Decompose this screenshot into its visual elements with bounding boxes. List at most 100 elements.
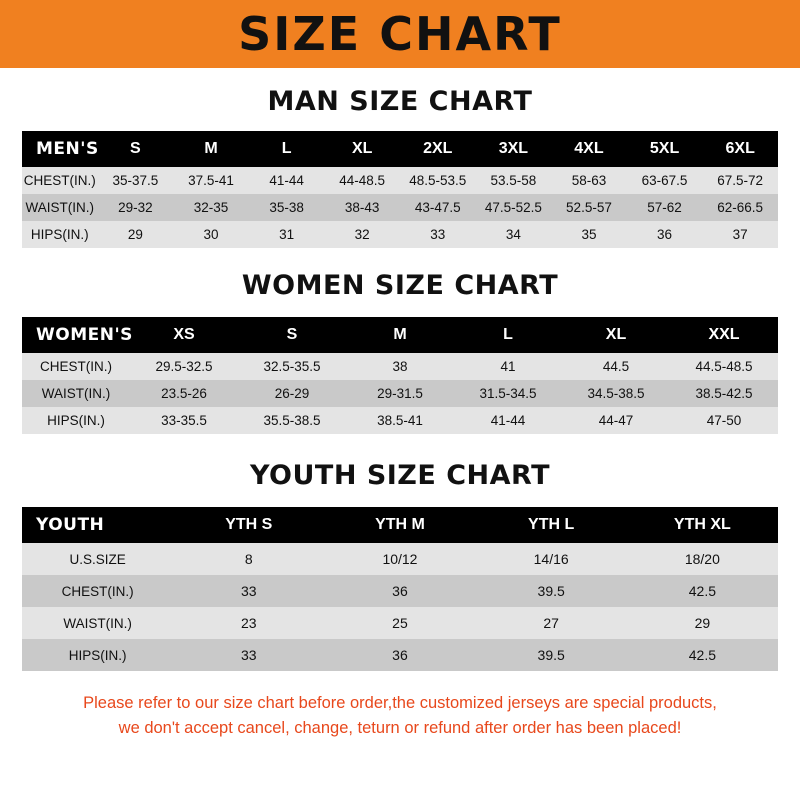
col-header: XS xyxy=(130,317,238,353)
table-man-corner-label: MEN'S xyxy=(22,131,98,167)
cell: 52.5-57 xyxy=(551,194,627,221)
cell: 23.5-26 xyxy=(130,380,238,407)
cell: 34.5-38.5 xyxy=(562,380,670,407)
cell: 41-44 xyxy=(248,167,325,194)
cell: 35.5-38.5 xyxy=(238,407,346,434)
table-women-corner-label: WOMEN'S xyxy=(22,317,132,353)
cell: 30 xyxy=(173,221,249,248)
cell: 58-63 xyxy=(551,167,627,194)
table-youth-size: YOUTH YTH S YTH M YTH L YTH XL U.S.SIZE … xyxy=(22,507,778,671)
col-header: YTH L xyxy=(475,507,627,543)
section-title-women: WOMEN SIZE CHART xyxy=(241,270,559,301)
cell: 33 xyxy=(173,575,325,607)
cell: 43-47.5 xyxy=(399,194,476,221)
cell: 44.5-48.5 xyxy=(670,353,778,380)
col-header: M xyxy=(173,131,249,167)
table-row: WAIST(IN.) 29-32 32-35 35-38 38-43 43-47… xyxy=(22,194,778,221)
cell: 33 xyxy=(173,639,325,671)
table-women-head: WOMEN'S XS S M L XL XXL xyxy=(22,317,778,353)
row-label: U.S.SIZE xyxy=(22,543,174,575)
col-header: 6XL xyxy=(702,131,778,167)
cell: 23 xyxy=(173,607,325,639)
row-label: WAIST(IN.) xyxy=(22,607,174,639)
row-label: HIPS(IN.) xyxy=(22,407,130,434)
row-label: CHEST(IN.) xyxy=(22,167,98,194)
cell: 63-67.5 xyxy=(626,167,703,194)
cell: 32.5-35.5 xyxy=(238,353,346,380)
cell: 38 xyxy=(346,353,454,380)
row-label: WAIST(IN.) xyxy=(22,194,98,221)
col-header: YTH M xyxy=(324,507,476,543)
cell: 32-35 xyxy=(173,194,249,221)
col-header: YTH XL xyxy=(626,507,778,543)
col-header: 5XL xyxy=(626,131,703,167)
cell: 36 xyxy=(626,221,703,248)
table-youth-head: YOUTH YTH S YTH M YTH L YTH XL xyxy=(22,507,778,543)
cell: 31.5-34.5 xyxy=(454,380,562,407)
cell: 35-37.5 xyxy=(97,167,174,194)
cell: 62-66.5 xyxy=(702,194,778,221)
col-header: 3XL xyxy=(475,131,552,167)
table-header-row: WOMEN'S XS S M L XL XXL xyxy=(22,317,778,353)
cell: 41-44 xyxy=(454,407,562,434)
cell: 25 xyxy=(324,607,476,639)
cell: 44-48.5 xyxy=(324,167,400,194)
table-youth-corner-label: YOUTH xyxy=(22,507,174,543)
col-header: 2XL xyxy=(399,131,476,167)
cell: 33-35.5 xyxy=(130,407,238,434)
cell: 47.5-52.5 xyxy=(475,194,552,221)
table-row: HIPS(IN.) 33 36 39.5 42.5 xyxy=(22,639,778,671)
header-bar: SIZE CHART xyxy=(0,0,800,68)
col-header: XL xyxy=(562,317,670,353)
footer-note-line-1: Please refer to our size chart before or… xyxy=(83,694,717,712)
cell: 34 xyxy=(475,221,552,248)
row-label: HIPS(IN.) xyxy=(22,221,98,248)
table-women-size: WOMEN'S XS S M L XL XXL CHEST(IN.) 29.5-… xyxy=(22,317,778,434)
cell: 14/16 xyxy=(475,543,627,575)
col-header: L xyxy=(454,317,562,353)
content-area: MAN SIZE CHART MEN'S S M L XL 2XL 3XL 4X… xyxy=(0,86,800,741)
col-header: S xyxy=(238,317,346,353)
cell: 10/12 xyxy=(324,543,476,575)
cell: 27 xyxy=(475,607,627,639)
cell: 29-31.5 xyxy=(346,380,454,407)
cell: 31 xyxy=(248,221,325,248)
cell: 32 xyxy=(324,221,400,248)
cell: 44-47 xyxy=(562,407,670,434)
cell: 29-32 xyxy=(97,194,174,221)
cell: 67.5-72 xyxy=(702,167,778,194)
footer-note: Please refer to our size chart before or… xyxy=(22,691,778,741)
col-header: L xyxy=(248,131,325,167)
cell: 29 xyxy=(626,607,778,639)
cell: 44.5 xyxy=(562,353,670,380)
cell: 37 xyxy=(702,221,778,248)
table-row: U.S.SIZE 8 10/12 14/16 18/20 xyxy=(22,543,778,575)
cell: 37.5-41 xyxy=(173,167,249,194)
table-youth-body: U.S.SIZE 8 10/12 14/16 18/20 CHEST(IN.) … xyxy=(22,543,778,671)
table-row: HIPS(IN.) 33-35.5 35.5-38.5 38.5-41 41-4… xyxy=(22,407,778,434)
cell: 18/20 xyxy=(626,543,778,575)
cell: 42.5 xyxy=(626,575,778,607)
cell: 38.5-42.5 xyxy=(670,380,778,407)
footer-note-line-2: we don't accept cancel, change, teturn o… xyxy=(118,718,682,737)
table-row: WAIST(IN.) 23 25 27 29 xyxy=(22,607,778,639)
table-row: CHEST(IN.) 29.5-32.5 32.5-35.5 38 41 44.… xyxy=(22,353,778,380)
cell: 35 xyxy=(551,221,627,248)
cell: 48.5-53.5 xyxy=(399,167,476,194)
cell: 42.5 xyxy=(626,639,778,671)
col-header: S xyxy=(97,131,174,167)
page-title: SIZE CHART xyxy=(238,7,562,61)
row-label: CHEST(IN.) xyxy=(22,575,174,607)
col-header: YTH S xyxy=(173,507,325,543)
cell: 26-29 xyxy=(238,380,346,407)
cell: 38.5-41 xyxy=(346,407,454,434)
cell: 39.5 xyxy=(475,639,627,671)
table-row: CHEST(IN.) 35-37.5 37.5-41 41-44 44-48.5… xyxy=(22,167,778,194)
cell: 57-62 xyxy=(626,194,703,221)
table-row: HIPS(IN.) 29 30 31 32 33 34 35 36 37 xyxy=(22,221,778,248)
table-man-size: MEN'S S M L XL 2XL 3XL 4XL 5XL 6XL CHEST… xyxy=(22,131,778,248)
cell: 41 xyxy=(454,353,562,380)
table-row: CHEST(IN.) 33 36 39.5 42.5 xyxy=(22,575,778,607)
row-label: HIPS(IN.) xyxy=(22,639,174,671)
